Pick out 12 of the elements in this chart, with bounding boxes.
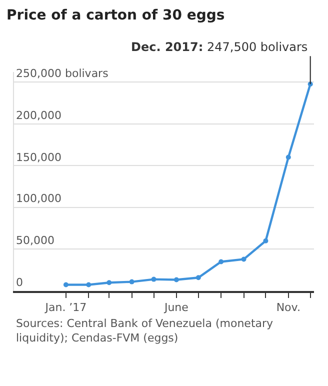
y-tick-label: 250,000 bolivars — [16, 67, 109, 80]
annotation: Dec. 2017: 247,500 bolivars — [131, 40, 308, 54]
y-tick-label: 150,000 — [16, 151, 62, 164]
source-note: Sources: Central Bank of Venezuela (monetary liquidity); Cendas-FVM (eggs) — [16, 317, 274, 344]
x-tick-label: June — [163, 300, 189, 314]
chart-title: Price of a carton of 30 eggs — [6, 7, 225, 24]
y-tick-label: 200,000 — [16, 109, 62, 122]
x-tick-label: Jan. ’17 — [44, 300, 87, 314]
y-tick-label: 0 — [16, 276, 23, 289]
y-tick-label: 100,000 — [16, 192, 62, 205]
y-tick-label: 50,000 — [16, 234, 54, 247]
x-tick-label: Nov. — [276, 300, 300, 314]
